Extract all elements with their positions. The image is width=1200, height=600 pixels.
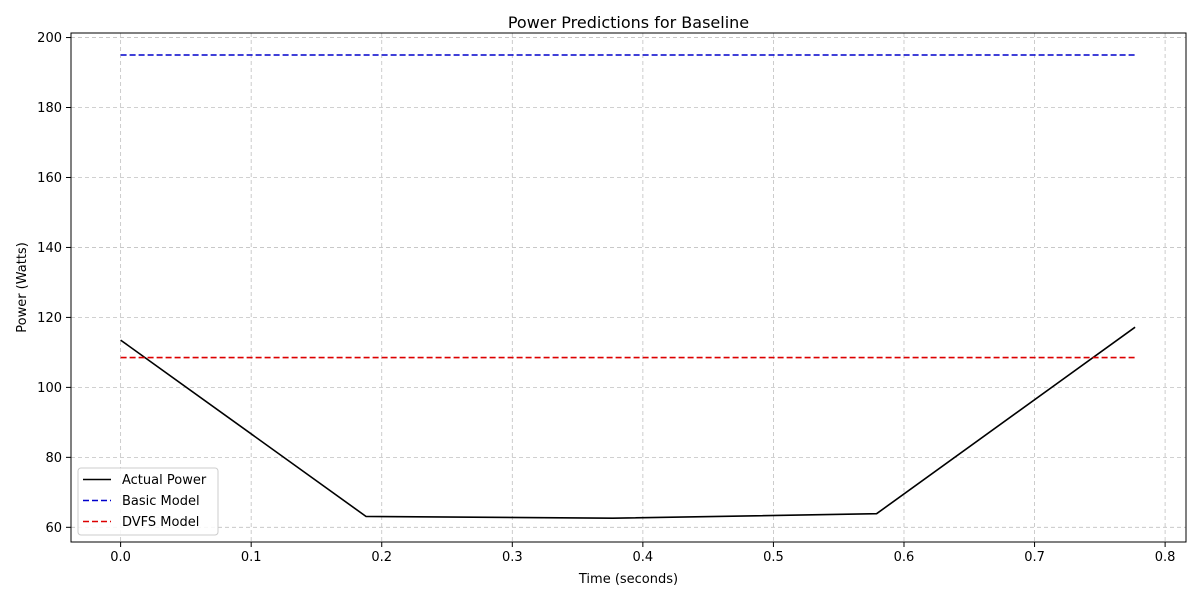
series-lines	[120, 54, 1136, 520]
x-tick-label: 0.4	[633, 550, 654, 565]
y-axis-label: Power (Watts)	[15, 242, 30, 333]
y-tick-label: 200	[37, 31, 62, 46]
y-tick-label: 60	[45, 521, 62, 536]
chart-title: Power Predictions for Baseline	[508, 13, 749, 32]
legend-label: Actual Power	[122, 473, 207, 488]
legend: Actual Power Basic Model DVFS Model	[77, 467, 219, 536]
x-tick-label: 0.6	[894, 550, 915, 565]
y-tick-label: 120	[37, 311, 62, 326]
y-tick-label: 180	[37, 101, 62, 116]
x-axis-label: Time (seconds)	[578, 572, 678, 587]
y-tick-label: 80	[45, 451, 62, 466]
grid	[71, 33, 1186, 542]
plot-frame	[70, 32, 1187, 543]
y-tick-label: 140	[37, 241, 62, 256]
x-tick-label: 0.5	[763, 550, 784, 565]
x-tick-label: 0.7	[1024, 550, 1045, 565]
legend-label: Basic Model	[122, 494, 200, 509]
x-tick-label: 0.0	[110, 550, 131, 565]
x-tick-label: 0.1	[241, 550, 262, 565]
y-tick-label: 160	[37, 171, 62, 186]
axis-ticks: 0.0 0.1 0.2 0.3 0.4 0.5 0.6 0.7 0.8 60 80 100 120 140…	[37, 31, 1175, 565]
x-tick-label: 0.3	[502, 550, 523, 565]
legend-label: DVFS Model	[122, 515, 199, 530]
x-tick-label: 0.8	[1155, 550, 1176, 565]
y-tick-label: 100	[37, 381, 62, 396]
series-line-actual-power	[120, 326, 1136, 520]
x-tick-label: 0.2	[371, 550, 392, 565]
legend-box	[77, 467, 219, 536]
